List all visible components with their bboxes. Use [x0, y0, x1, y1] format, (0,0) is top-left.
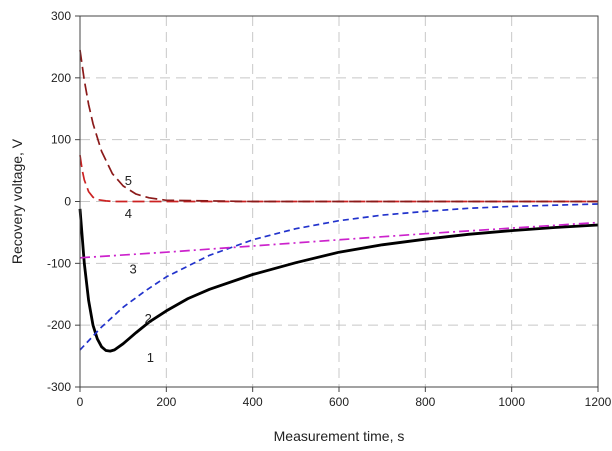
curve-label-5: 5 — [125, 173, 132, 188]
y-axis-title: Recovery voltage, V — [9, 138, 25, 264]
y-tick-label: 300 — [51, 9, 71, 23]
series-line-1 — [78, 208, 599, 353]
curve-labels: 1 2 3 4 5 — [125, 173, 154, 365]
curve-label-1: 1 — [147, 350, 154, 365]
x-tick-label: 600 — [329, 395, 349, 409]
x-tick-label: 0 — [77, 395, 84, 409]
y-tick-label: -200 — [47, 318, 71, 332]
y-tick-label: 200 — [51, 71, 71, 85]
x-tick-label: 800 — [415, 395, 435, 409]
curve-label-3: 3 — [129, 262, 136, 277]
series-line-3 — [79, 221, 599, 259]
y-tick-label: 100 — [51, 133, 71, 147]
y-tick-label: -300 — [47, 380, 71, 394]
x-tick-label: 1200 — [585, 395, 612, 409]
series-line-2 — [79, 203, 599, 351]
axes: 0 200 400 600 800 1000 1200 -300 -200 -100 0 100 200… — [47, 9, 612, 409]
series-lines — [78, 49, 599, 353]
curve-label-2: 2 — [145, 311, 152, 326]
x-tick-label: 200 — [156, 395, 176, 409]
curve-label-4: 4 — [125, 206, 132, 221]
y-tick-label: 0 — [64, 195, 71, 209]
x-tick-label: 400 — [243, 395, 263, 409]
series-line-5 — [79, 49, 598, 203]
y-tick-label: -100 — [47, 256, 71, 270]
x-axis-title: Measurement time, s — [274, 428, 405, 444]
x-tick-label: 1000 — [498, 395, 525, 409]
